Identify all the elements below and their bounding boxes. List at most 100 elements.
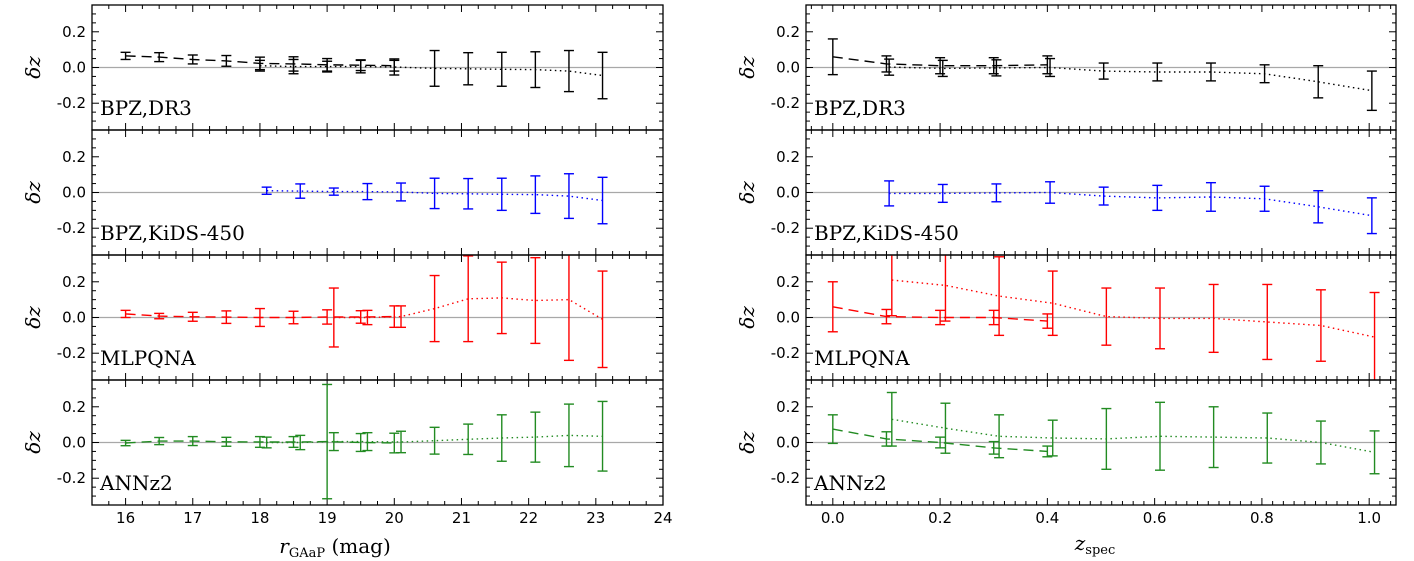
error-bar — [295, 434, 306, 451]
error-bar — [1313, 65, 1324, 99]
error-bar — [1205, 62, 1216, 82]
dotted-series — [261, 400, 608, 472]
error-bar — [563, 255, 574, 362]
error-bar — [496, 177, 507, 212]
error-bar — [988, 56, 999, 75]
dashed-series — [120, 51, 400, 72]
y-tick-label: -0.2 — [771, 219, 800, 237]
dashed-series — [827, 38, 1053, 76]
panel-left-4: 0.2 0.0 -0.2 ANNz2 δz — [21, 379, 664, 506]
error-bar — [935, 309, 946, 326]
error-bar — [355, 432, 366, 453]
y-tick-label: -0.2 — [771, 94, 800, 112]
error-bar — [597, 176, 608, 225]
dotted-series — [886, 391, 1380, 475]
error-bar — [429, 426, 440, 455]
y-tick-label: 0.2 — [776, 398, 800, 416]
y-tick-label: -0.2 — [57, 344, 86, 362]
error-bar — [187, 54, 198, 65]
error-bar — [597, 270, 608, 369]
error-bar — [530, 175, 541, 215]
error-bar — [881, 308, 892, 325]
error-bar — [496, 261, 507, 335]
x-tick-label: 21 — [452, 509, 471, 527]
error-bar — [389, 305, 400, 329]
error-bar — [221, 310, 232, 325]
error-bar — [1313, 190, 1324, 224]
y-tick-label: 0.0 — [776, 309, 800, 327]
x-tick-label: 16 — [116, 509, 135, 527]
error-bar — [288, 310, 299, 325]
dashed-line — [832, 56, 1048, 67]
panel-frame — [91, 379, 664, 506]
error-bar — [563, 49, 574, 93]
error-bar — [530, 411, 541, 463]
dotted-line — [889, 66, 1373, 92]
y-tick-label: -0.2 — [57, 469, 86, 487]
error-bar — [881, 55, 892, 73]
error-bar — [937, 183, 948, 204]
error-bar — [1315, 420, 1326, 465]
error-bar — [988, 440, 999, 455]
panel-frame — [805, 379, 1397, 506]
dotted-line — [889, 191, 1373, 217]
error-bar — [496, 51, 507, 87]
error-bar — [1042, 313, 1053, 329]
dashed-line — [832, 428, 1048, 453]
y-tick-label: 0.0 — [62, 184, 86, 202]
x-tick-label: 17 — [183, 509, 202, 527]
panel-right-3: 0.2 0.0 -0.2 MLPQNA δz — [735, 254, 1397, 381]
dotted-series — [261, 173, 608, 225]
x-tick-label: 0.6 — [1143, 509, 1167, 527]
error-bar — [1259, 64, 1270, 84]
x-tick-label: 0.2 — [928, 509, 952, 527]
error-bar — [362, 431, 373, 452]
error-bar — [322, 383, 333, 500]
y-axis-title: δz — [21, 306, 45, 329]
error-bar — [120, 309, 131, 319]
error-bar — [288, 435, 299, 449]
error-bar — [1366, 197, 1377, 235]
x-tick-label: 1.0 — [1357, 509, 1381, 527]
error-bar — [288, 56, 299, 72]
y-tick-label: 0.2 — [776, 148, 800, 166]
error-bar — [254, 435, 265, 449]
x-tick-label: 19 — [318, 509, 337, 527]
error-bar — [463, 255, 474, 343]
error-bar — [1152, 184, 1163, 212]
error-bar — [1155, 401, 1165, 471]
error-bar — [1101, 287, 1112, 346]
error-bar — [935, 436, 946, 449]
panel-label: BPZ,DR3 — [100, 96, 192, 120]
error-bar — [362, 182, 373, 201]
error-bar — [563, 403, 574, 468]
dotted-line — [333, 297, 603, 320]
dotted-line — [891, 418, 1375, 453]
y-tick-label: 0.2 — [776, 273, 800, 291]
y-axis-title: δz — [735, 306, 759, 329]
y-tick-label: 0.2 — [62, 273, 86, 291]
error-bar — [261, 186, 272, 195]
error-bar — [429, 49, 440, 87]
dotted-series — [884, 57, 1377, 112]
error-bar — [881, 431, 892, 447]
dashed-series — [120, 383, 400, 500]
dotted-line — [259, 65, 603, 77]
y-axis-title: δz — [735, 431, 759, 454]
error-bar — [396, 182, 407, 202]
dashed-line — [832, 306, 1048, 322]
error-bar — [940, 402, 951, 454]
panel-left-1: 0.2 0.0 -0.2 BPZ,DR3 δz — [21, 4, 664, 131]
error-bar — [1315, 289, 1326, 362]
error-bar — [496, 414, 507, 462]
error-bar — [463, 177, 474, 210]
error-bar — [1101, 407, 1112, 470]
dashed-series — [120, 305, 400, 329]
error-bar — [1208, 283, 1219, 354]
panel-label: ANNz2 — [813, 471, 887, 495]
error-bar — [154, 51, 165, 63]
error-bar — [1262, 283, 1273, 361]
panel-label: BPZ,KiDS-450 — [100, 221, 245, 245]
error-bar — [429, 274, 440, 343]
error-bar — [1047, 270, 1058, 337]
